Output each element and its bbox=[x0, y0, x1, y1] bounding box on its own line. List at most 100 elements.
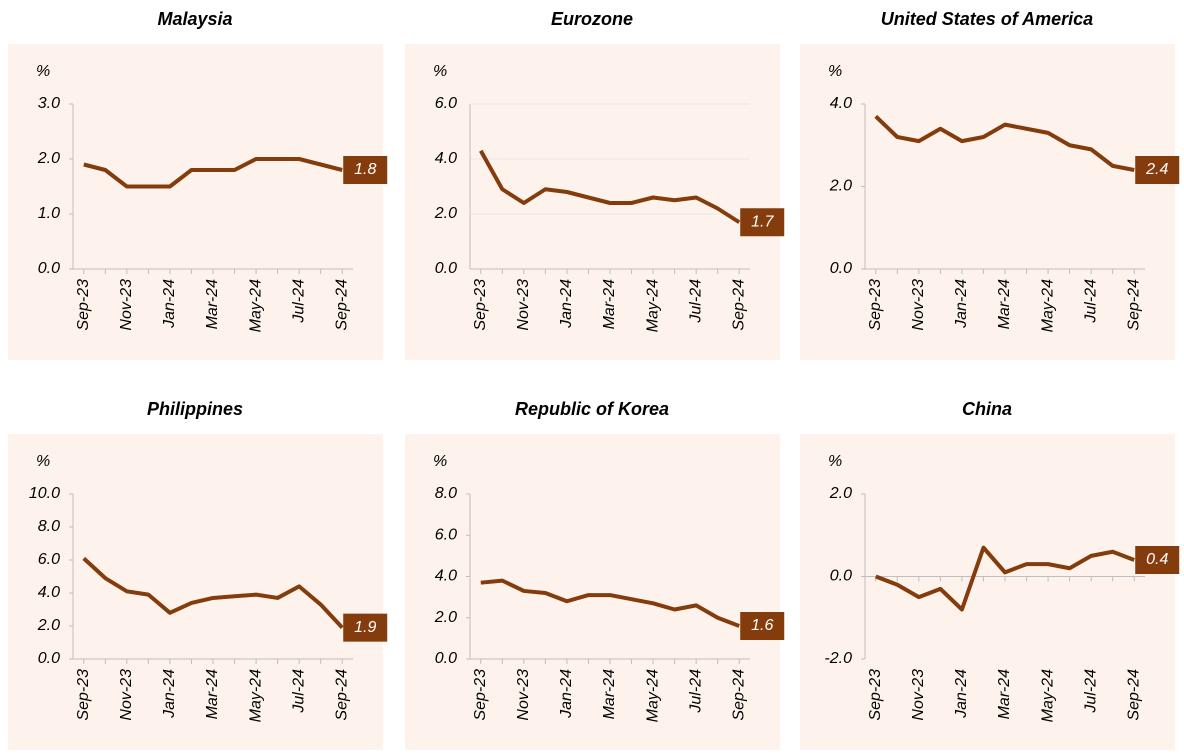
value-label: 1.9 bbox=[354, 619, 376, 636]
data-line bbox=[82, 556, 344, 630]
x-tick-label: May-24 bbox=[247, 669, 264, 722]
x-tick-label: Sep-24 bbox=[1125, 279, 1142, 331]
chart-title: Philippines bbox=[147, 399, 243, 419]
x-tick-label: Nov-23 bbox=[910, 669, 927, 721]
y-tick-label: 2.0 bbox=[434, 609, 457, 626]
panel bbox=[8, 44, 383, 360]
y-tick-label: 0.0 bbox=[830, 260, 852, 277]
x-tick-label: Sep-24 bbox=[333, 669, 350, 721]
panel bbox=[8, 434, 383, 750]
x-tick-label: Mar-24 bbox=[996, 279, 1013, 329]
x-tick-label: Sep-23 bbox=[472, 279, 489, 331]
y-tick-label: 0.0 bbox=[435, 260, 457, 277]
data-line bbox=[875, 545, 1135, 612]
y-tick-label: 4.0 bbox=[435, 150, 457, 167]
chart-title: Eurozone bbox=[551, 9, 633, 29]
panel bbox=[800, 434, 1175, 750]
y-tick-label: 8.0 bbox=[435, 485, 457, 502]
y-tick-label: 2.0 bbox=[829, 178, 852, 195]
x-tick-label: Jul-24 bbox=[1082, 279, 1099, 324]
y-axis-label: % bbox=[433, 63, 447, 80]
x-tick-label: Jul-24 bbox=[687, 279, 704, 324]
x-tick-label: Nov-23 bbox=[515, 279, 532, 331]
x-tick-label: Sep-24 bbox=[730, 279, 747, 331]
panel bbox=[405, 434, 780, 750]
x-tick-label: May-24 bbox=[644, 669, 661, 722]
x-tick-label: May-24 bbox=[1039, 669, 1056, 722]
y-axis-label: % bbox=[828, 63, 842, 80]
y-tick-label: 6.0 bbox=[38, 551, 60, 568]
data-line bbox=[479, 149, 741, 224]
value-label-box bbox=[1135, 156, 1180, 184]
panel bbox=[405, 44, 780, 360]
x-tick-label: Nov-23 bbox=[118, 669, 135, 721]
x-tick-label: Nov-23 bbox=[515, 669, 532, 721]
y-axis-label: % bbox=[36, 63, 50, 80]
data-line bbox=[480, 578, 740, 628]
x-tick-label: Sep-23 bbox=[472, 669, 489, 721]
y-tick-label: 4.0 bbox=[435, 568, 457, 585]
y-tick-label: 10.0 bbox=[29, 485, 60, 502]
y-tick-label: 6.0 bbox=[435, 95, 457, 112]
data-line bbox=[83, 157, 343, 189]
x-tick-label: Sep-24 bbox=[730, 669, 747, 721]
x-tick-label: Jan-24 bbox=[558, 669, 575, 719]
x-tick-label: Sep-23 bbox=[75, 279, 92, 331]
x-tick-label: Mar-24 bbox=[601, 279, 618, 329]
value-label: 1.7 bbox=[751, 213, 774, 230]
y-tick-label: 1.0 bbox=[38, 205, 60, 222]
value-label: 1.8 bbox=[354, 161, 376, 178]
y-tick-label: 0.0 bbox=[830, 568, 852, 585]
x-tick-label: Mar-24 bbox=[996, 669, 1013, 719]
x-tick-label: Nov-23 bbox=[910, 279, 927, 331]
y-tick-label: 4.0 bbox=[38, 584, 60, 601]
value-label: 0.4 bbox=[1146, 551, 1168, 568]
chart-title: China bbox=[962, 399, 1012, 419]
data-line bbox=[874, 114, 1135, 172]
x-tick-label: Sep-23 bbox=[75, 669, 92, 721]
y-tick-label: 0.0 bbox=[38, 260, 60, 277]
y-tick-label: 0.0 bbox=[435, 650, 457, 667]
x-tick-label: Jan-24 bbox=[953, 669, 970, 719]
y-axis-label: % bbox=[433, 453, 447, 470]
chart-title: United States of America bbox=[881, 9, 1093, 29]
x-tick-label: May-24 bbox=[247, 279, 264, 332]
x-tick-label: Sep-23 bbox=[867, 279, 884, 331]
y-tick-label: 2.0 bbox=[434, 205, 457, 222]
x-tick-label: Jan-24 bbox=[161, 669, 178, 719]
value-label-box bbox=[740, 208, 785, 237]
y-tick-label: 2.0 bbox=[37, 617, 60, 634]
y-tick-label: 2.0 bbox=[829, 485, 852, 502]
x-tick-label: Mar-24 bbox=[204, 279, 221, 329]
x-tick-label: Jul-24 bbox=[290, 279, 307, 324]
x-tick-label: Sep-24 bbox=[1125, 669, 1142, 721]
x-tick-label: Jul-24 bbox=[687, 669, 704, 714]
value-label-box bbox=[343, 156, 388, 184]
y-tick-label: 6.0 bbox=[435, 526, 457, 543]
value-label: 1.6 bbox=[751, 617, 773, 634]
y-axis-label: % bbox=[36, 453, 50, 470]
y-tick-label: 3.0 bbox=[38, 95, 60, 112]
y-tick-label: 4.0 bbox=[830, 95, 852, 112]
x-tick-label: Jul-24 bbox=[290, 669, 307, 714]
x-tick-label: Nov-23 bbox=[118, 279, 135, 331]
value-label-box bbox=[740, 612, 785, 640]
y-tick-label: 8.0 bbox=[38, 518, 60, 535]
x-tick-label: Jul-24 bbox=[1082, 669, 1099, 714]
x-tick-label: Jan-24 bbox=[558, 279, 575, 329]
x-tick-label: Sep-23 bbox=[867, 669, 884, 721]
x-tick-label: May-24 bbox=[1039, 279, 1056, 332]
value-label-box bbox=[1135, 546, 1180, 574]
x-tick-label: Jan-24 bbox=[953, 279, 970, 329]
x-tick-label: Jan-24 bbox=[161, 279, 178, 329]
value-label: 2.4 bbox=[1145, 161, 1168, 178]
chart-title: Malaysia bbox=[157, 9, 232, 29]
y-tick-label: -2.0 bbox=[824, 650, 852, 667]
panel bbox=[800, 44, 1175, 360]
y-tick-label: 0.0 bbox=[38, 650, 60, 667]
x-tick-label: May-24 bbox=[644, 279, 661, 332]
y-tick-label: 2.0 bbox=[37, 150, 60, 167]
x-tick-label: Mar-24 bbox=[204, 669, 221, 719]
